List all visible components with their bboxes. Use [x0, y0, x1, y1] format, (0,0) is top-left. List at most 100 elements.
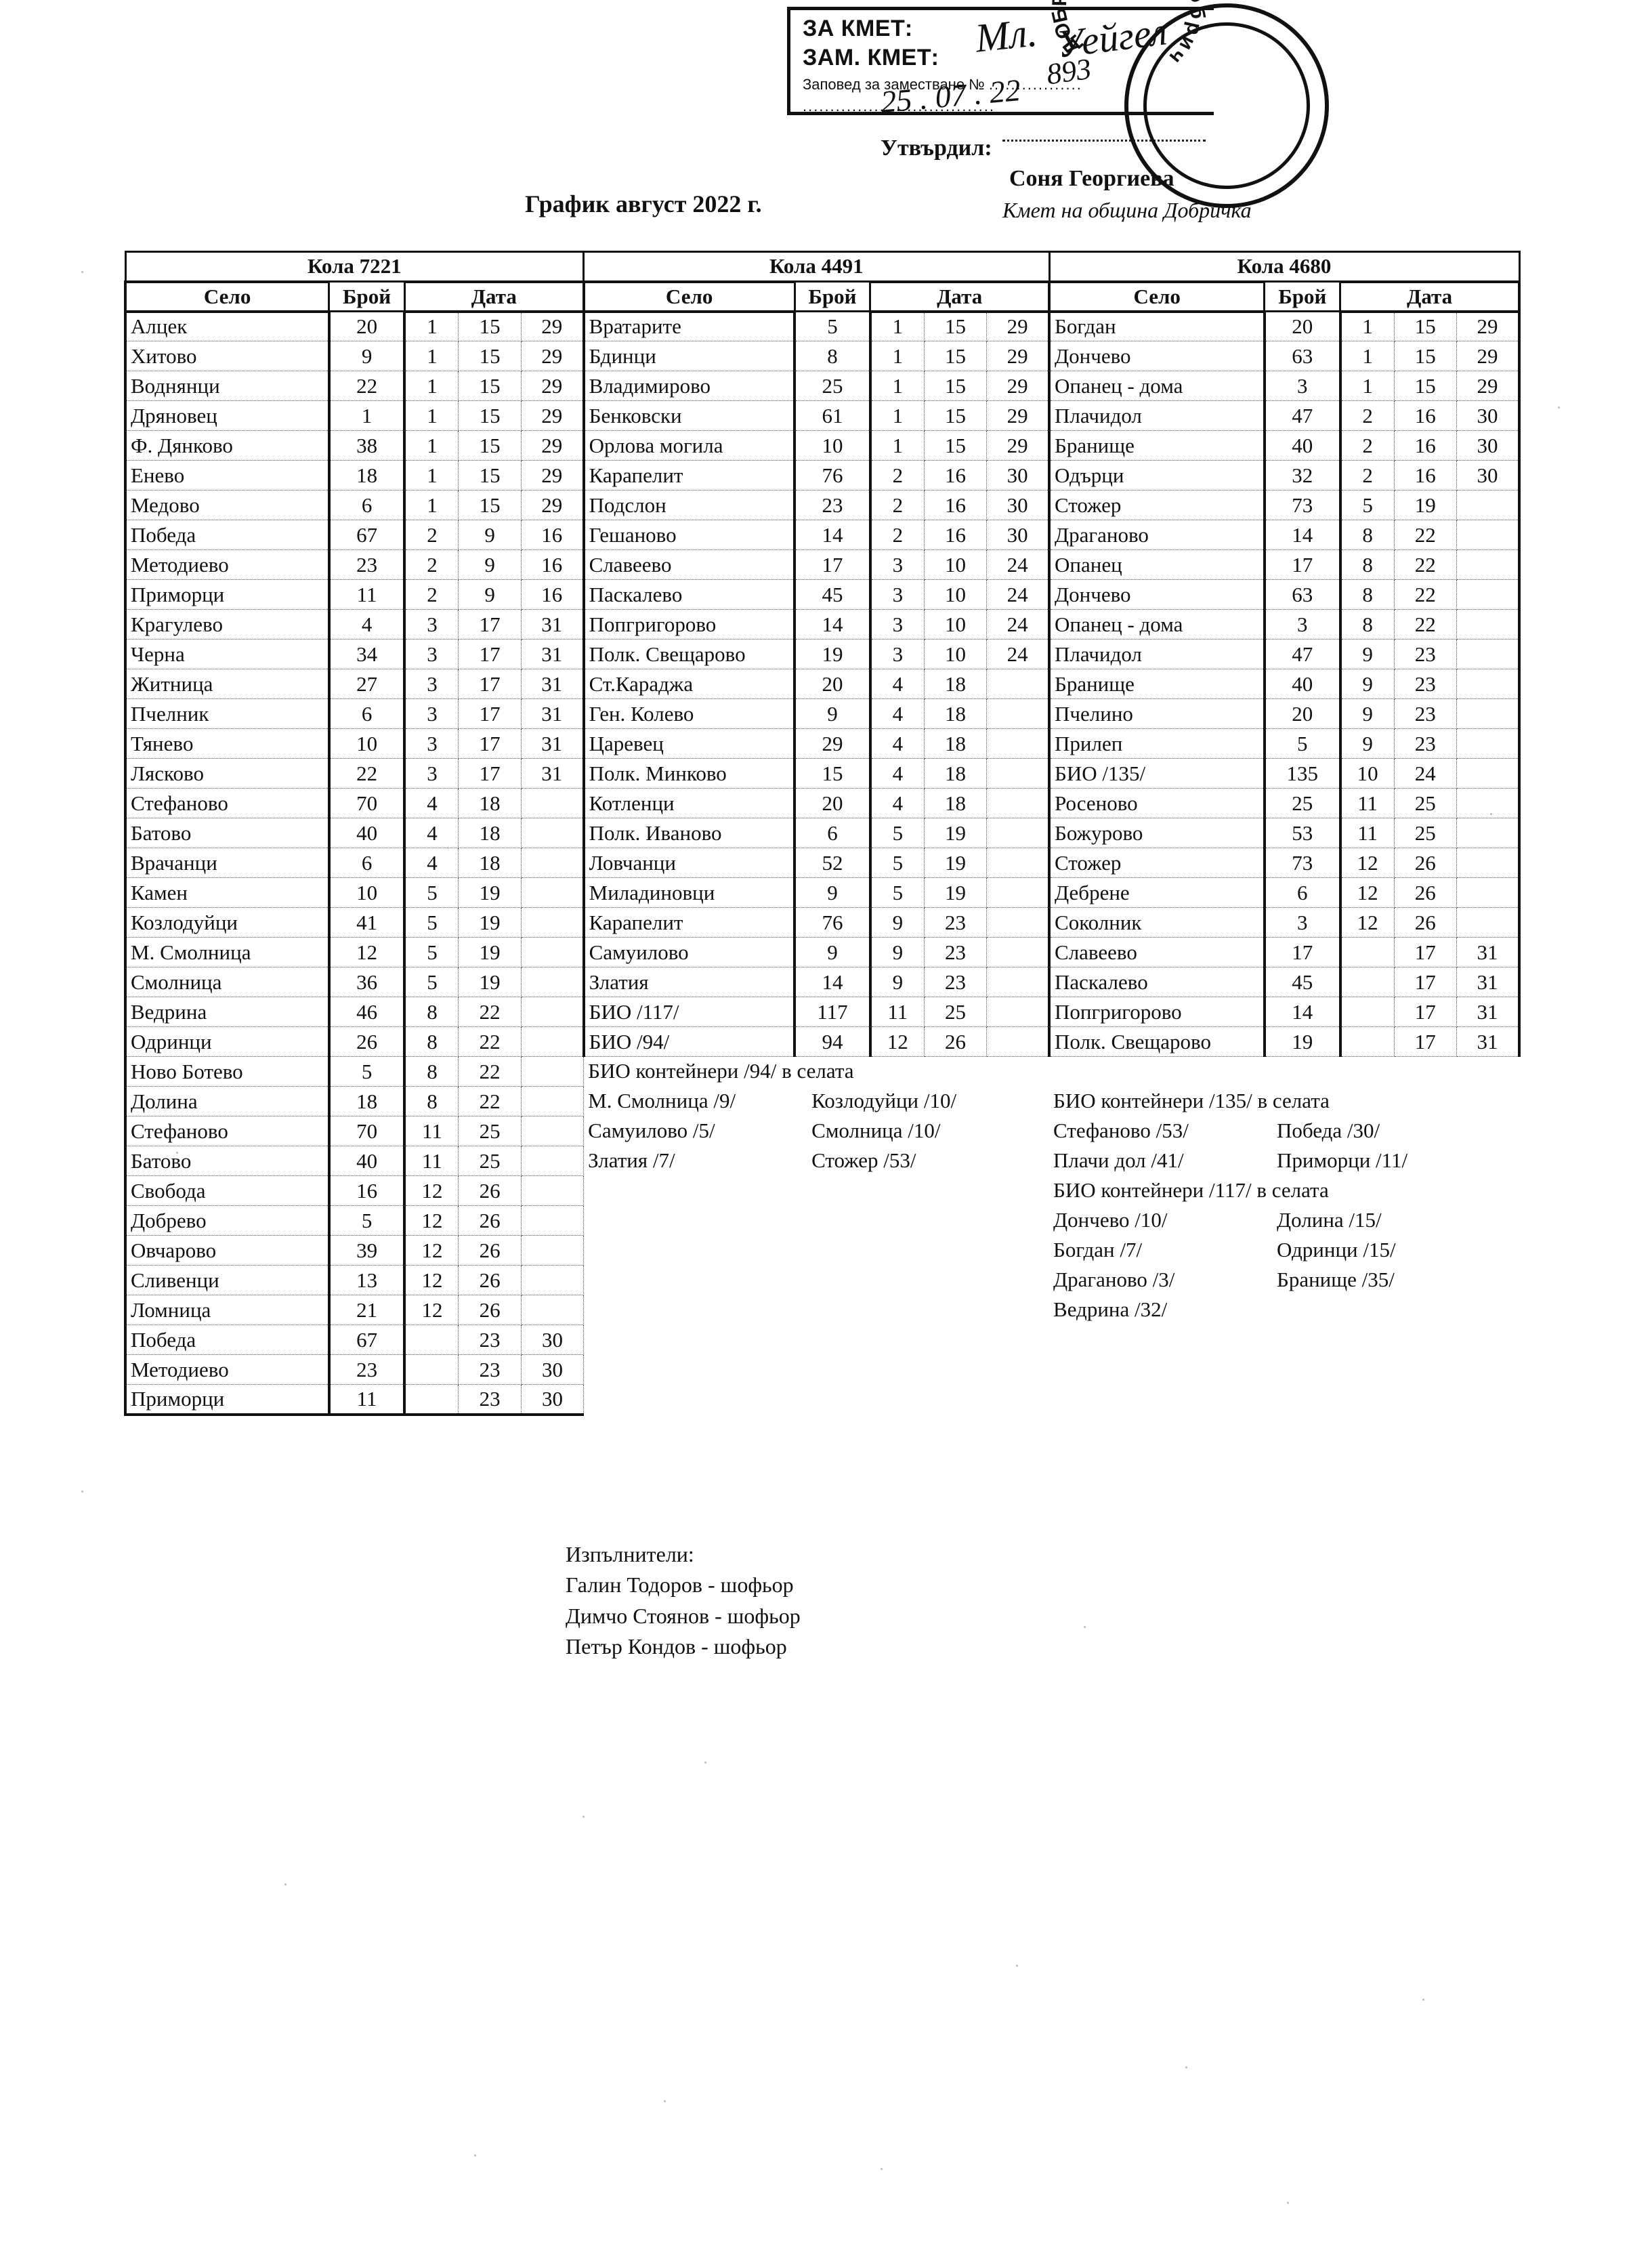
notes-line: Самуилово /5/Смолница /10/ — [583, 1116, 1050, 1146]
village-name: Алцек — [124, 311, 330, 341]
date-cell-2: 17 — [458, 728, 522, 759]
village-name: Владимирово — [582, 371, 795, 401]
scan-speck — [176, 1152, 178, 1154]
container-count: 26 — [327, 1026, 406, 1057]
container-count: 20 — [1263, 311, 1342, 341]
notes-line: Богдан /7/Одринци /15/ — [1049, 1235, 1519, 1266]
container-count: 20 — [327, 311, 406, 341]
date-cell-1: 12 — [404, 1265, 459, 1295]
header-date-2: Дата — [870, 280, 1050, 313]
village-name: Ломница — [124, 1295, 330, 1325]
container-count: 41 — [327, 907, 406, 938]
date-cell-2: 26 — [458, 1205, 522, 1236]
village-name: Славеево — [1048, 937, 1265, 967]
scan-speck — [1287, 2202, 1289, 2204]
village-name: Хитово — [124, 341, 330, 371]
village-name: Бенковски — [582, 400, 795, 431]
date-cell-3 — [1456, 490, 1521, 520]
car-header-2: Кола 4491 — [583, 251, 1051, 283]
date-cell-1: 1 — [404, 311, 459, 341]
date-cell-3 — [520, 788, 585, 818]
table-row: Методиево 23 23 30 — [124, 1354, 1519, 1385]
column-header-row: Село Брой Дата Село Брой Дата Село Брой … — [124, 280, 1521, 313]
header-village-1: Село — [124, 280, 330, 313]
date-cell-1: 12 — [404, 1295, 459, 1325]
note-item: Козлодуйци /10/ — [811, 1088, 957, 1112]
village-name: Полк. Свещарово — [1048, 1026, 1265, 1057]
date-cell-2: 26 — [1393, 877, 1457, 908]
notes-line: Златия /7/Стожер /53/ — [583, 1146, 1050, 1176]
date-cell-3: 29 — [986, 371, 1050, 401]
date-cell-3 — [1456, 669, 1521, 699]
date-cell-1: 9 — [1340, 639, 1395, 669]
date-cell-3 — [986, 758, 1050, 789]
date-cell-1: 1 — [1340, 341, 1395, 371]
date-cell-1 — [404, 1384, 459, 1416]
date-cell-2: 23 — [1393, 669, 1457, 699]
container-count: 40 — [1263, 430, 1342, 461]
village-name: Енево — [124, 460, 330, 491]
container-count: 14 — [793, 520, 872, 550]
date-cell-2: 15 — [923, 311, 988, 341]
container-count: 6 — [327, 490, 406, 520]
date-cell-1: 4 — [870, 728, 925, 759]
village-name: Попгригорово — [1048, 997, 1265, 1027]
schedule-table-wrapper: Кола 7221 Кола 4491 Кола 4680 Село Брой … — [124, 251, 1521, 1416]
date-cell-1: 1 — [404, 400, 459, 431]
container-count: 9 — [793, 698, 872, 729]
container-count: 3 — [1263, 907, 1342, 938]
deputy-mayor-stamp: ЗА КМЕТ: ЗАМ. КМЕТ: Заповед за заместван… — [787, 7, 1214, 115]
container-count: 70 — [327, 1116, 406, 1146]
table-row: Лясково 22 3 17 31 Полк. Минково 15 4 18 БИО /135… — [124, 758, 1521, 789]
date-cell-2: 15 — [458, 371, 522, 401]
date-cell-1: 9 — [870, 937, 925, 967]
date-cell-3: 30 — [986, 460, 1050, 491]
date-cell-1: 9 — [870, 967, 925, 997]
date-cell-2: 19 — [458, 937, 522, 967]
table-row: Долина 18 8 22 М. Смолница /9/Козлодуйци /10… — [124, 1086, 1519, 1117]
date-cell-2: 23 — [1393, 728, 1457, 759]
date-cell-1: 1 — [870, 400, 925, 431]
scan-speck — [81, 271, 83, 273]
table-row: Черна 34 3 17 31 Полк. Свещарово 19 3 10 24 Плачид… — [124, 639, 1521, 669]
notes-line: БИО контейнери /135/ в селата — [1049, 1086, 1519, 1117]
date-cell-3 — [520, 907, 585, 938]
date-cell-3: 31 — [1456, 1026, 1521, 1057]
date-cell-2: 15 — [458, 430, 522, 461]
container-count: 20 — [793, 788, 872, 818]
scan-speck — [583, 1816, 585, 1818]
table-row: Батово 40 11 25 Златия /7/Стожер /53/Плачи д… — [124, 1146, 1519, 1176]
date-cell-2: 17 — [458, 698, 522, 729]
date-cell-3 — [986, 788, 1050, 818]
date-cell-1 — [404, 1325, 459, 1355]
date-cell-3 — [986, 877, 1050, 908]
village-name: Плачидол — [1048, 400, 1265, 431]
table-row: Приморци 11 2 9 16 Паскалево 45 3 10 24 Дончево 63 8… — [124, 579, 1521, 610]
note-item: Драганово /3/ — [1053, 1267, 1175, 1291]
village-name: Пчелино — [1048, 698, 1265, 729]
container-count: 73 — [1263, 490, 1342, 520]
container-count: 40 — [327, 818, 406, 848]
date-cell-3 — [1456, 549, 1521, 580]
note-item: Златия /7/ — [588, 1148, 675, 1172]
container-count: 45 — [1263, 967, 1342, 997]
date-cell-3 — [520, 1056, 585, 1087]
date-cell-1: 12 — [1340, 877, 1395, 908]
village-name: Бдинци — [582, 341, 795, 371]
header-village-2: Село — [582, 280, 795, 313]
scan-speck — [704, 1761, 706, 1764]
container-count: 6 — [327, 848, 406, 878]
container-count: 21 — [327, 1295, 406, 1325]
container-count: 9 — [327, 341, 406, 371]
container-count: 94 — [793, 1026, 872, 1057]
container-count: 34 — [327, 639, 406, 669]
date-cell-1: 4 — [404, 818, 459, 848]
notes-line: Ведрина /32/ — [1049, 1295, 1519, 1325]
village-name: Опанец - дома — [1048, 371, 1265, 401]
container-count: 8 — [793, 341, 872, 371]
date-cell-1 — [1340, 1026, 1395, 1057]
date-cell-3: 31 — [1456, 997, 1521, 1027]
empty-notes-line — [583, 1325, 1050, 1355]
container-count: 53 — [1263, 818, 1342, 848]
note-item: Смолница /10/ — [811, 1118, 941, 1142]
